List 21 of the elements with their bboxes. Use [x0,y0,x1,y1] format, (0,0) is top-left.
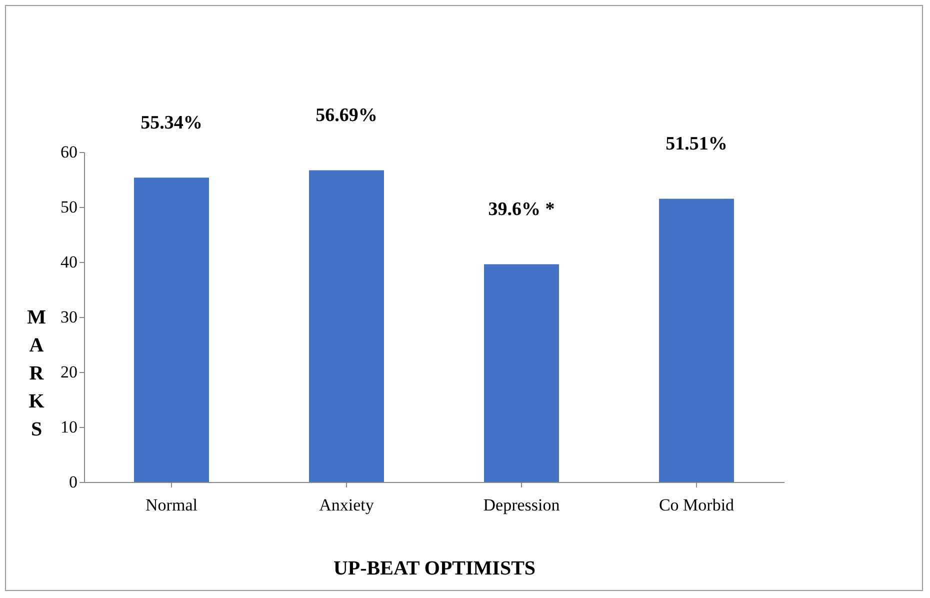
y-tick-label: 50 [60,198,78,216]
data-label: 56.69% [316,105,378,126]
bar [659,198,734,482]
y-tick-label: 30 [60,308,78,326]
y-tick-label: 60 [60,142,78,162]
y-tick-label: 20 [60,362,78,382]
x-tick-label: Depression [483,496,560,514]
bar [309,170,384,482]
data-label: 39.6% * [488,199,555,220]
data-label: 55.34% [140,112,202,134]
x-axis-title: UP-BEAT OPTIMISTS [333,558,536,580]
x-tick-label: Anxiety [319,496,374,514]
x-tick-label: Normal [146,496,198,514]
x-tick-label: Co Morbid [658,496,735,514]
y-axis-title: MARKS [27,306,46,440]
y-tick-label: 40 [60,252,78,272]
data-label: 51.51% [666,134,728,155]
y-tick-label: 10 [60,418,78,436]
y-tick-label: 0 [69,472,78,492]
bar [484,264,559,482]
bar [134,178,209,482]
